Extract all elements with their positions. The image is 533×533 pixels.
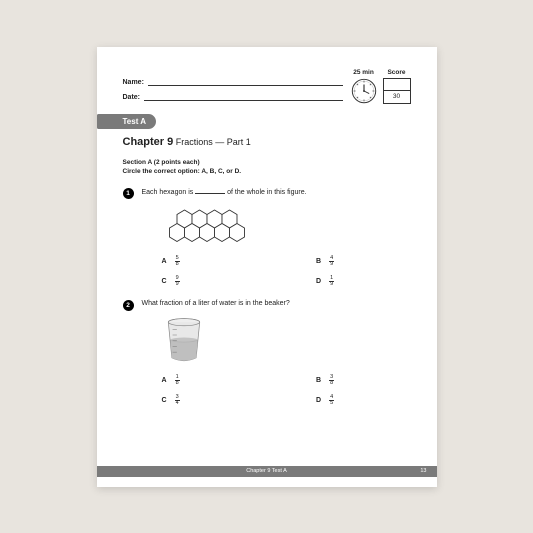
question-body: Each hexagon is of the whole in this fig… — [142, 188, 411, 288]
test-tab: Test A — [97, 114, 157, 129]
score-total-box: 30 — [383, 91, 411, 104]
question-2: 2 What fraction of a liter of water is i… — [123, 300, 411, 407]
section-info: Section A (2 points each) Circle the cor… — [123, 158, 411, 176]
date-label: Date: — [123, 94, 141, 101]
blank-line — [195, 188, 225, 194]
q1-options: A58 B49 C99 D19 — [162, 256, 411, 288]
option-B: B38 — [316, 375, 411, 387]
option-C: C34 — [162, 395, 257, 407]
beaker-icon — [162, 315, 206, 365]
date-line — [144, 93, 342, 101]
chapter-bold: Chapter 9 — [123, 136, 174, 148]
q1-post: of the whole in this figure. — [225, 189, 306, 196]
question-body: What fraction of a liter of water is in … — [142, 300, 411, 407]
question-number: 1 — [123, 188, 134, 199]
option-C: C99 — [162, 276, 257, 288]
footer-bar: Chapter 9 Test A 13 — [97, 466, 437, 477]
section-line2: Circle the correct option: A, B, C, or D… — [123, 167, 411, 176]
score-column: Score 30 — [383, 69, 411, 104]
time-column: 25 min — [351, 69, 377, 104]
hexagon-icon — [162, 204, 252, 246]
name-date-block: Name: Date: — [123, 78, 343, 108]
chapter-title: Chapter 9 Fractions — Part 1 — [123, 136, 411, 148]
section-line1: Section A (2 points each) — [123, 158, 411, 167]
question-1: 1 Each hexagon is of the whole in this f… — [123, 188, 411, 288]
score-label: Score — [387, 69, 405, 76]
beaker-figure — [162, 315, 411, 367]
q1-pre: Each hexagon is — [142, 189, 196, 196]
option-A: A18 — [162, 375, 257, 387]
hexagon-figure — [162, 204, 411, 248]
q2-options: A18 B38 C34 D45 — [162, 375, 411, 407]
option-B: B49 — [316, 256, 411, 268]
clock-icon — [351, 78, 377, 104]
name-field: Name: — [123, 78, 343, 86]
score-earned-box — [383, 78, 411, 91]
option-D: D45 — [316, 395, 411, 407]
option-D: D19 — [316, 276, 411, 288]
footer-text: Chapter 9 Test A — [246, 468, 287, 474]
header-row: Name: Date: 25 min — [123, 69, 411, 108]
option-A: A58 — [162, 256, 257, 268]
worksheet-page: Name: Date: 25 min — [97, 47, 437, 487]
question-number: 2 — [123, 300, 134, 311]
date-field: Date: — [123, 93, 343, 101]
name-label: Name: — [123, 79, 144, 86]
time-score-block: 25 min Score 3 — [351, 69, 411, 104]
name-line — [148, 78, 343, 86]
chapter-rest: Fractions — Part 1 — [173, 137, 251, 147]
question-text: Each hexagon is of the whole in this fig… — [142, 188, 411, 196]
time-label: 25 min — [353, 69, 374, 76]
question-text: What fraction of a liter of water is in … — [142, 300, 411, 307]
page-number: 13 — [420, 468, 426, 474]
